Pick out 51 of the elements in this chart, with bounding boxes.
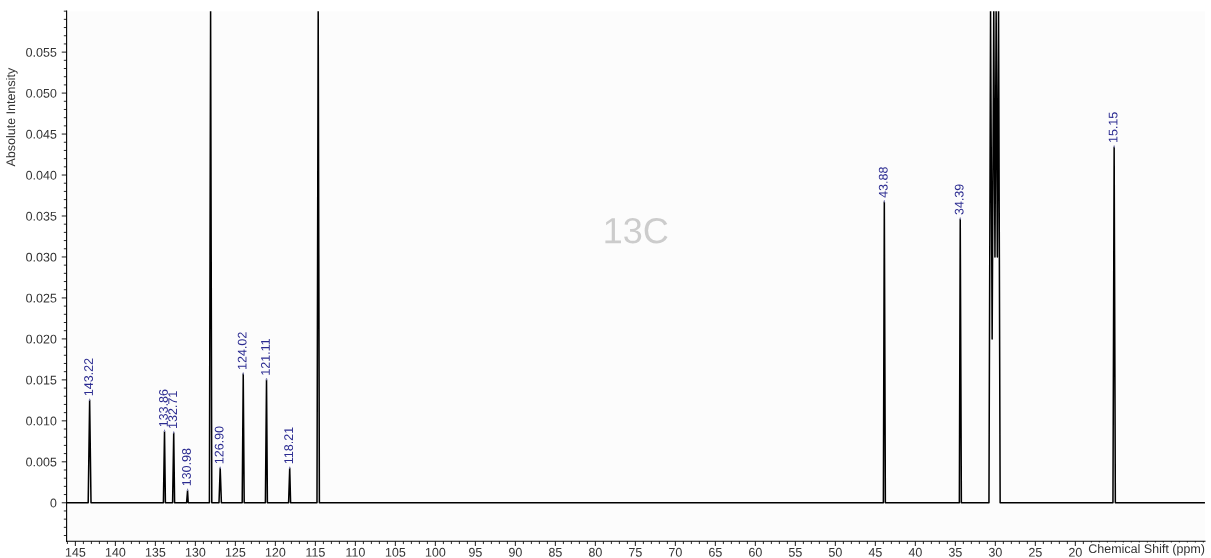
annotation: 15.15 <box>1108 112 1118 143</box>
x-tick-label: 120 <box>265 547 286 557</box>
x-tick-label: 95 <box>469 547 482 557</box>
annotation: 34.39 <box>954 184 964 215</box>
x-tick-label: 105 <box>385 547 406 557</box>
x-tick-label: 50 <box>828 547 842 557</box>
y-tick-label: 0.035 <box>26 211 57 221</box>
x-tick-label: 75 <box>629 547 642 557</box>
x-tick-label: 135 <box>145 547 166 557</box>
y-tick-label: 0.015 <box>26 375 57 385</box>
x-tick-label: 25 <box>1029 547 1042 557</box>
y-tick-label: 0 <box>50 498 57 508</box>
annotation: 118.21 <box>284 427 294 464</box>
y-tick-label: 0.040 <box>26 170 57 180</box>
y-tick-label: 0.010 <box>26 416 57 426</box>
y-tick-label: 0.030 <box>26 252 57 262</box>
annotation: 143.22 <box>84 358 93 396</box>
x-tick-label: 30 <box>988 547 1002 557</box>
y-axis-title: Absolute Intensity <box>6 67 18 167</box>
x-tick-label: 55 <box>788 547 802 557</box>
y-tick-label: 0.055 <box>26 47 57 57</box>
annotation: 133.86 <box>159 389 168 427</box>
x-tick-label: 40 <box>908 547 922 557</box>
x-tick-label: 35 <box>948 547 962 557</box>
x-tick-label: 115 <box>306 547 325 557</box>
x-tick-label: 100 <box>425 547 446 557</box>
annotation: 124.02 <box>237 332 247 369</box>
x-tick-label: 140 <box>105 547 126 557</box>
x-tick-label: 110 <box>346 547 365 557</box>
y-tick-label: 0.020 <box>26 334 57 344</box>
x-axis-title: Chemical Shift (ppm) <box>1088 543 1205 556</box>
x-tick-label: 130 <box>185 547 206 557</box>
x-tick-label: 45 <box>868 547 882 557</box>
annotation: 43.88 <box>878 167 888 198</box>
x-tick-label: 20 <box>1069 547 1082 557</box>
x-tick-label: 90 <box>509 547 522 557</box>
y-tick-label: 0.025 <box>26 293 57 303</box>
y-tick-label: 0.050 <box>26 88 57 98</box>
annotation: 130.98 <box>182 448 191 486</box>
x-tick-label: 85 <box>548 547 562 557</box>
annotation: 126.90 <box>214 426 224 464</box>
annotation: 121.11 <box>261 338 270 375</box>
x-tick-label: 80 <box>588 547 602 557</box>
x-tick-label: 125 <box>225 547 246 557</box>
y-tick-label: 0.005 <box>26 457 57 467</box>
x-tick-label: 145 <box>65 547 86 557</box>
x-tick-label: 65 <box>709 547 722 557</box>
x-tick-label: 70 <box>669 547 682 557</box>
x-tick-label: 60 <box>749 547 762 557</box>
y-tick-label: 0.045 <box>26 129 57 139</box>
annotation: 132.71 <box>168 391 178 428</box>
